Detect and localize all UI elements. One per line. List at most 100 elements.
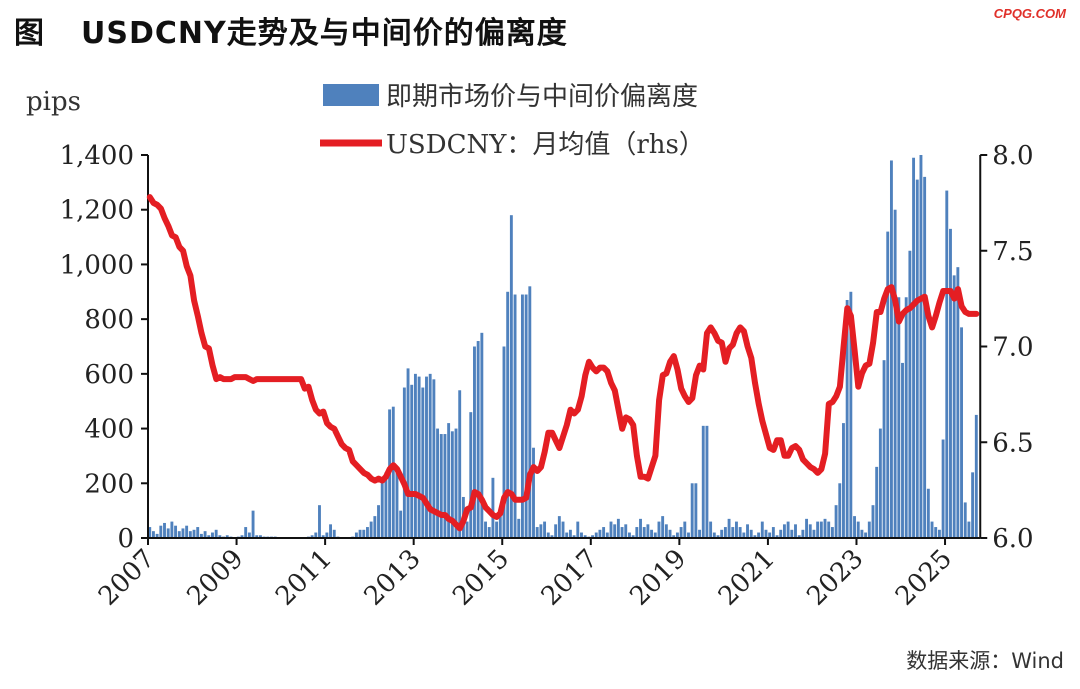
- bar: [679, 527, 683, 538]
- bar: [436, 428, 440, 538]
- bar: [768, 532, 772, 538]
- bar: [628, 532, 631, 538]
- y-tick-label: 1,400: [60, 141, 134, 171]
- bar: [746, 524, 749, 538]
- bar: [878, 428, 882, 538]
- bar: [720, 529, 724, 538]
- bar: [661, 516, 665, 538]
- bar: [358, 529, 362, 538]
- figure-tag: 图: [14, 16, 45, 51]
- bar: [354, 532, 358, 538]
- x-tick-label: 2013: [359, 544, 427, 612]
- bar: [473, 346, 476, 538]
- bar: [576, 521, 580, 538]
- bar: [915, 179, 919, 538]
- y-tick-label: 1,200: [60, 196, 134, 226]
- bar: [159, 525, 163, 538]
- bar: [616, 518, 620, 538]
- x-tick-label: 2021: [713, 544, 781, 612]
- bar: [605, 532, 609, 538]
- bar: [941, 439, 945, 538]
- bar: [816, 521, 820, 538]
- bar: [960, 327, 963, 538]
- bar: [675, 532, 679, 538]
- bar: [650, 529, 654, 538]
- bar: [583, 535, 587, 538]
- bar: [391, 406, 395, 538]
- chart-title: 图 USDCNY走势及与中间价的偏离度: [14, 8, 568, 52]
- bar: [428, 373, 432, 538]
- bar: [967, 521, 971, 538]
- bar: [882, 360, 886, 538]
- bar: [716, 535, 720, 538]
- bar: [794, 524, 797, 538]
- bar: [971, 472, 975, 538]
- bar: [244, 527, 248, 538]
- bar: [377, 505, 380, 538]
- bar: [332, 529, 336, 538]
- bar: [325, 532, 329, 538]
- bar: [454, 428, 458, 538]
- bar: [380, 483, 384, 538]
- bar: [148, 527, 152, 538]
- bar: [624, 524, 628, 538]
- bar: [908, 250, 912, 538]
- y-tick-label: 1,000: [60, 250, 134, 280]
- bar: [808, 524, 812, 538]
- bar: [613, 524, 617, 538]
- bar: [310, 535, 314, 538]
- bar: [790, 529, 794, 538]
- bar: [580, 532, 583, 538]
- bar: [886, 231, 890, 538]
- y2-tick-label: 7.0: [992, 333, 1033, 363]
- bar: [572, 535, 576, 538]
- bar: [395, 469, 399, 538]
- bar: [642, 527, 646, 538]
- bar: [439, 434, 443, 538]
- bar: [757, 532, 761, 538]
- bar: [690, 483, 694, 538]
- bar: [867, 521, 871, 538]
- bar: [823, 518, 827, 538]
- bar: [259, 535, 262, 538]
- legend-line-label: USDCNY：月均值（rhs）: [386, 130, 705, 160]
- bar: [735, 521, 738, 538]
- bar: [480, 332, 484, 538]
- bar: [550, 535, 554, 538]
- y-axis-label: pips: [26, 87, 81, 117]
- bar: [701, 425, 705, 538]
- bar: [779, 529, 783, 538]
- bar: [413, 373, 417, 538]
- bar: [875, 466, 879, 538]
- bar: [188, 531, 192, 538]
- bar: [904, 297, 908, 538]
- legend-bar-swatch: [323, 84, 379, 106]
- bar: [937, 529, 941, 538]
- bar: [247, 532, 251, 538]
- x-tick-label: 2017: [536, 544, 604, 612]
- bar: [694, 483, 698, 538]
- bar: [163, 522, 166, 538]
- bar: [664, 524, 668, 538]
- bar: [864, 532, 868, 538]
- bar: [546, 532, 550, 538]
- bar: [203, 531, 207, 538]
- y-tick-label: 600: [84, 360, 134, 390]
- bar: [476, 341, 480, 538]
- bar: [897, 297, 901, 538]
- bar: [919, 155, 923, 538]
- bar: [723, 527, 727, 538]
- bar: [760, 521, 764, 538]
- bar: [465, 521, 469, 538]
- bar: [631, 535, 635, 538]
- bar: [705, 425, 709, 538]
- bar: [484, 521, 487, 538]
- bar: [517, 518, 521, 538]
- bar: [771, 527, 775, 538]
- bar: [591, 535, 594, 538]
- bar: [421, 387, 425, 538]
- y-tick-label: 400: [84, 415, 134, 445]
- bar: [255, 535, 259, 538]
- bar: [819, 521, 823, 538]
